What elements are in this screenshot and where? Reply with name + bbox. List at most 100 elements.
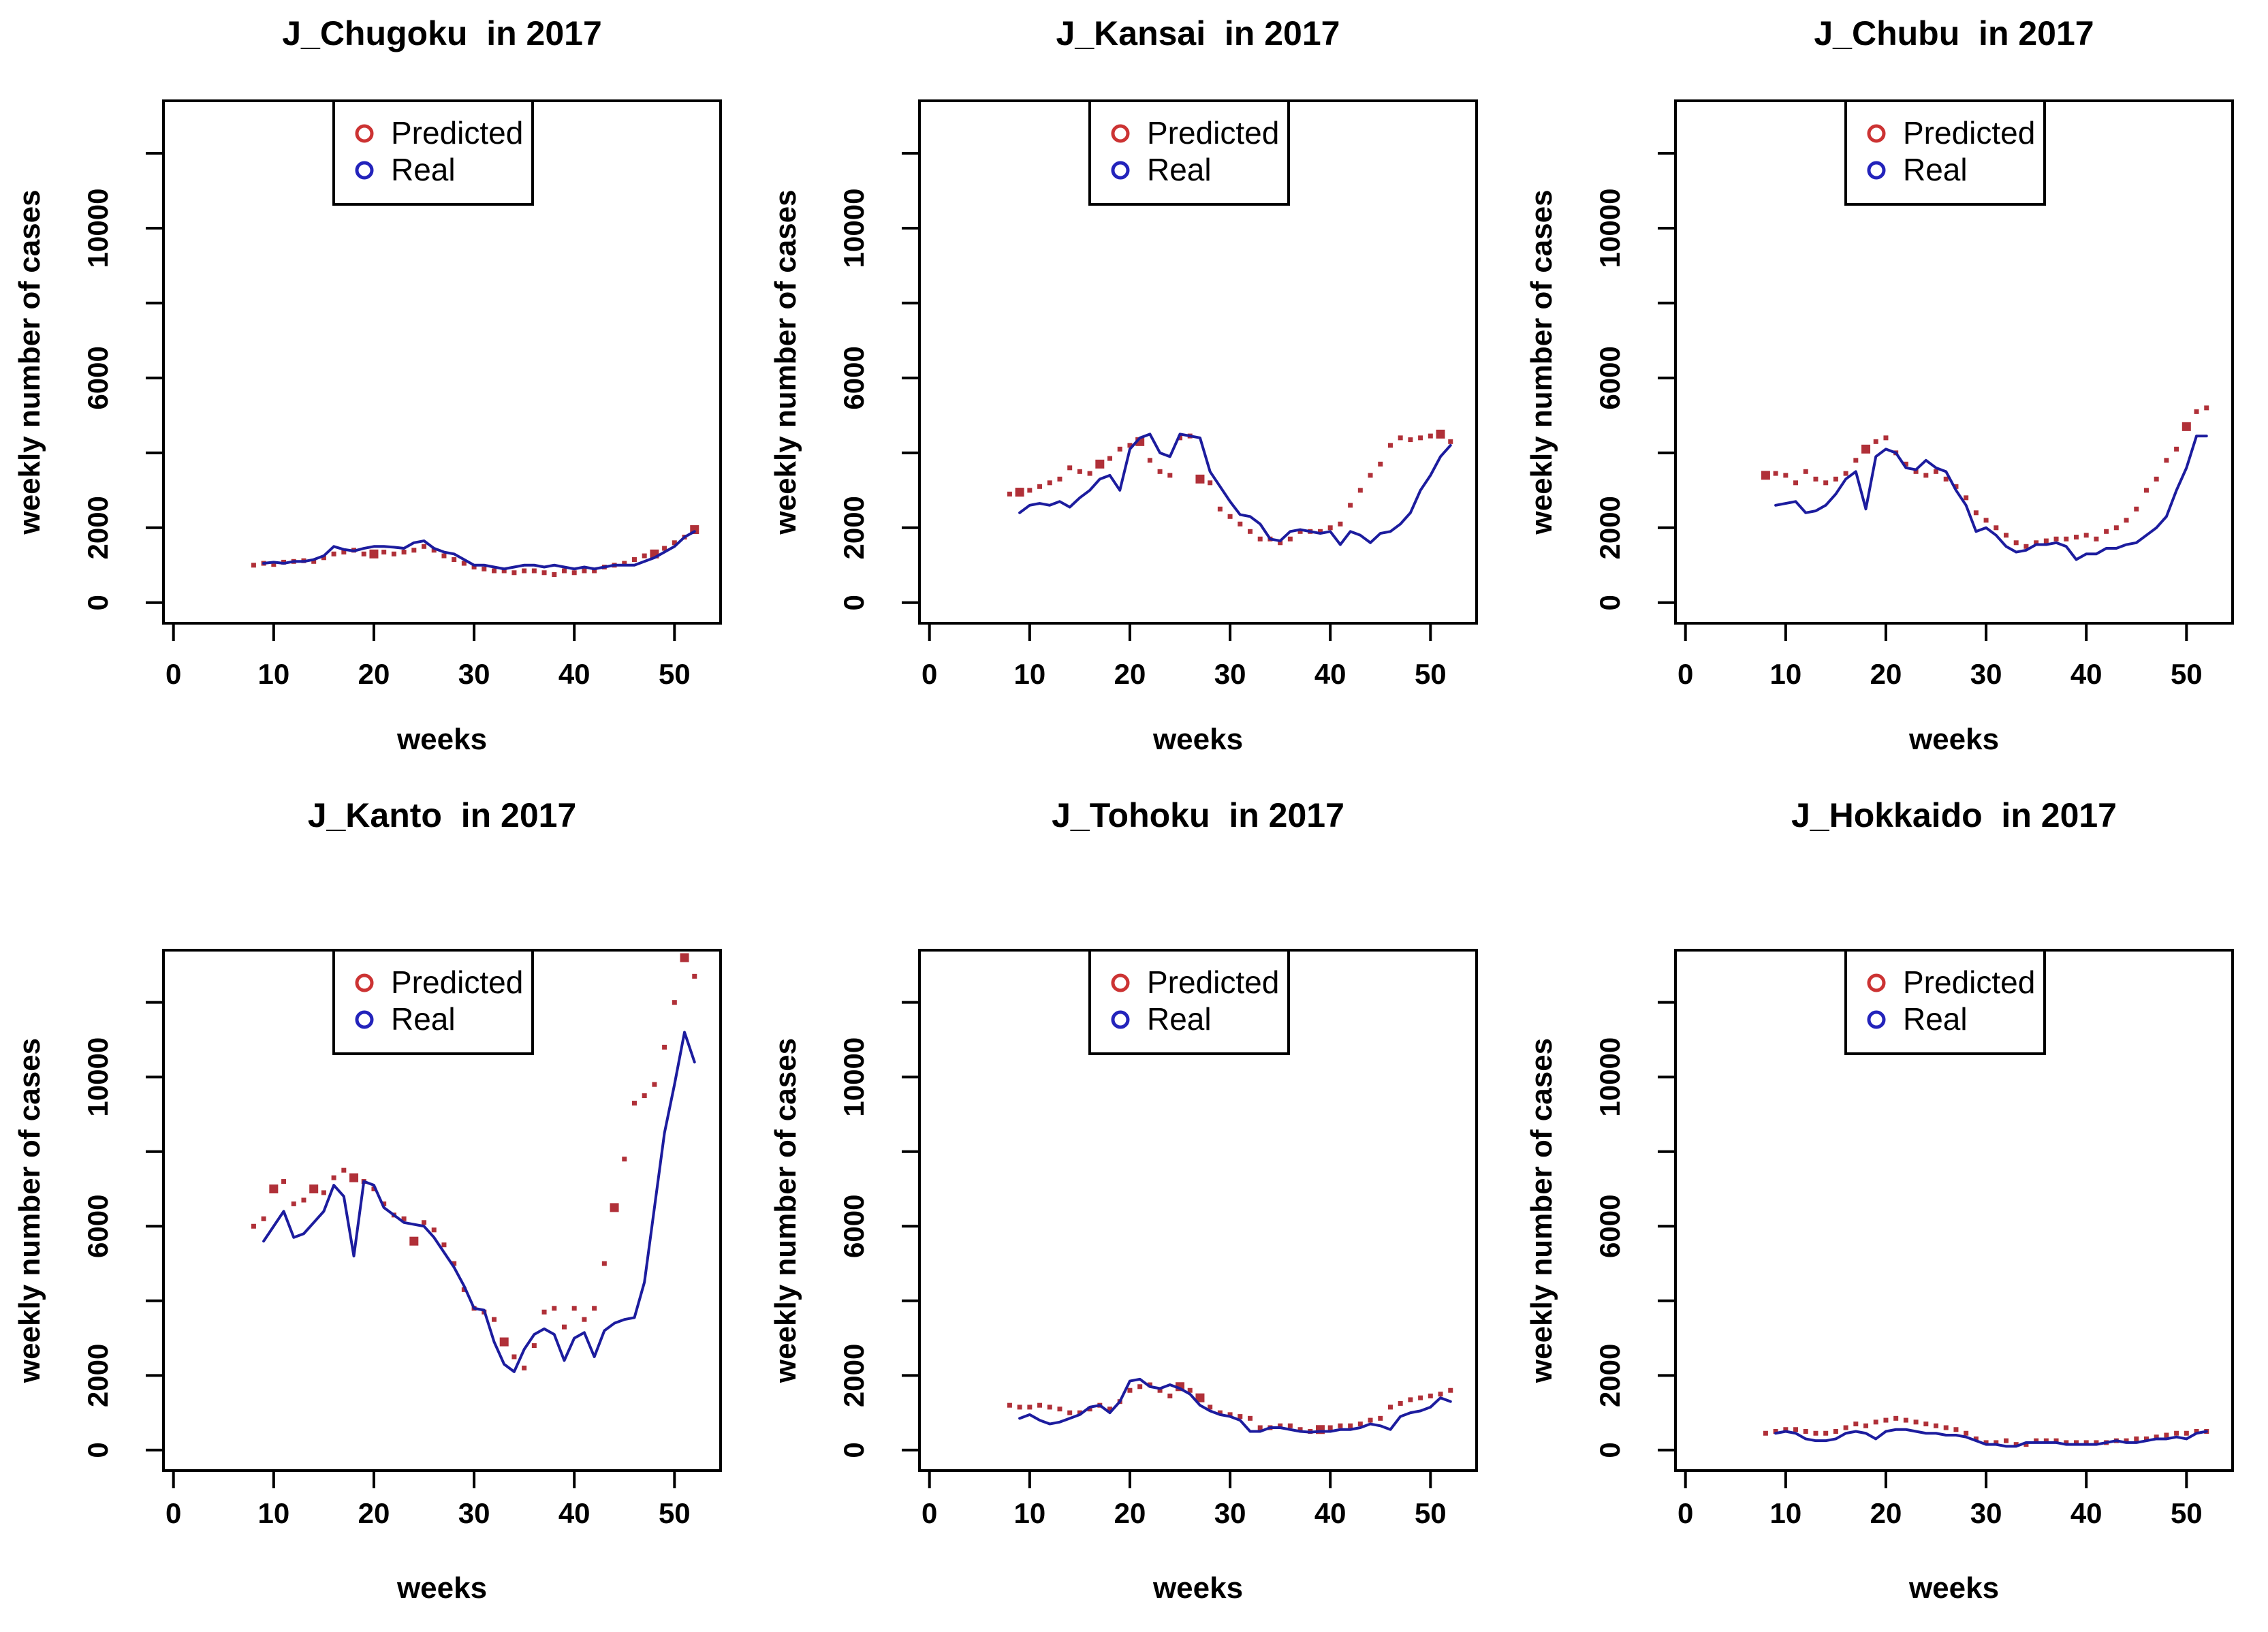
predicted-point (1147, 1382, 1152, 1387)
predicted-point (1027, 1405, 1033, 1410)
predicted-point (1823, 480, 1829, 486)
predicted-point (2194, 1428, 2199, 1434)
predicted-point (1903, 461, 1908, 467)
predicted-point (452, 557, 457, 563)
predicted-point (2023, 544, 2029, 549)
predicted-point (401, 550, 407, 555)
predicted-point (531, 568, 537, 574)
legend-predicted-marker (1111, 973, 1130, 992)
y-tick-label: 10000 (1594, 1037, 1626, 1117)
predicted-point (1953, 1427, 1959, 1432)
x-tick-label: 50 (1415, 658, 1447, 690)
predicted-point (2073, 535, 2079, 540)
predicted-point (1027, 488, 1033, 493)
predicted-point (1448, 1387, 1453, 1393)
predicted-point (561, 1324, 567, 1330)
predicted-point (409, 1236, 419, 1246)
predicted-point (1238, 1414, 1243, 1419)
legend-predicted-label: Predicted (1147, 115, 1279, 151)
x-tick-label: 20 (1870, 1497, 1902, 1529)
predicted-point (1803, 469, 1808, 474)
x-axis-label: weeks (1908, 1571, 1999, 1605)
y-tick-label: 2000 (838, 496, 870, 559)
predicted-point (1783, 1427, 1789, 1432)
predicted-point (1178, 435, 1183, 441)
predicted-point (552, 1306, 557, 1311)
predicted-point (1793, 480, 1799, 486)
predicted-point (2034, 1438, 2039, 1443)
predicted-point (511, 570, 517, 576)
predicted-point (1095, 459, 1105, 469)
predicted-point (1964, 495, 1969, 501)
predicted-point (492, 1317, 497, 1322)
legend-box (1844, 99, 2046, 206)
y-tick-label: 10000 (838, 189, 870, 268)
predicted-point (1448, 439, 1453, 444)
predicted-point (1964, 1430, 1969, 1436)
predicted-point (391, 551, 396, 556)
predicted-point (1217, 1410, 1223, 1415)
y-axis-label: weekly number of cases (13, 189, 46, 535)
chart-j-kanto: J_Kanto in 2017 0 10 20 30 40 50 weeks 0 2000 6000… (13, 796, 722, 1605)
predicted-point (1238, 521, 1243, 527)
predicted-point (2073, 1440, 2079, 1445)
y-tick-label: 10000 (838, 1037, 870, 1117)
predicted-point (1157, 469, 1163, 474)
predicted-point (1953, 484, 1959, 489)
predicted-point (1793, 1427, 1799, 1432)
predicted-point (471, 565, 477, 570)
legend-real-marker (1867, 1010, 1886, 1029)
predicted-point (2004, 1438, 2009, 1443)
x-tick-label: 10 (1013, 658, 1045, 690)
x-tick-label: 40 (2070, 1497, 2102, 1529)
predicted-point (622, 1157, 627, 1162)
legend-real-label: Real (1903, 152, 1968, 187)
x-tick-label: 50 (659, 658, 691, 690)
predicted-point (1883, 435, 1889, 441)
predicted-point (1853, 1422, 1859, 1427)
predicted-point (369, 549, 379, 559)
predicted-point (610, 1203, 619, 1212)
predicted-point (2134, 506, 2139, 512)
predicted-point (1763, 1430, 1768, 1436)
predicted-point (381, 550, 387, 555)
x-tick-label: 40 (1314, 658, 1346, 690)
predicted-point (1087, 1407, 1092, 1412)
predicted-point (251, 1223, 256, 1229)
predicted-point (1843, 471, 1848, 476)
x-tick-label: 0 (922, 1497, 937, 1529)
predicted-point (1418, 435, 1423, 441)
predicted-point (1057, 1407, 1062, 1412)
predicted-point (552, 572, 557, 578)
x-axis-label: weeks (396, 723, 487, 756)
predicted-point (1368, 473, 1373, 478)
predicted-point (680, 953, 689, 962)
predicted-point (1057, 476, 1062, 482)
predicted-point (1327, 525, 1333, 531)
legend-real-label: Real (391, 152, 456, 187)
legend-real-label: Real (1147, 152, 1212, 187)
predicted-point (1913, 1419, 1919, 1425)
real-line (1018, 433, 1452, 546)
predicted-point (1823, 1430, 1829, 1436)
predicted-point (341, 1167, 347, 1173)
predicted-point (349, 1173, 359, 1182)
predicted-point (642, 553, 647, 559)
predicted-point (1257, 536, 1263, 542)
predicted-point (2083, 533, 2089, 538)
predicted-point (309, 1184, 319, 1194)
predicted-point (2083, 1440, 2089, 1445)
predicted-point (642, 1093, 647, 1099)
y-axis-label: weekly number of cases (1525, 189, 1558, 535)
predicted-point (1227, 514, 1233, 519)
real-line (262, 530, 696, 571)
predicted-point (1438, 1392, 1443, 1397)
predicted-point (2143, 488, 2149, 493)
predicted-point (592, 568, 597, 574)
x-tick-label: 30 (1214, 1497, 1246, 1529)
y-tick-label: 0 (838, 1442, 870, 1458)
y-tick-label: 10000 (82, 189, 114, 268)
predicted-point (1378, 1415, 1383, 1421)
chart-title: J_Chubu in 2017 (1814, 14, 2094, 52)
predicted-point (2154, 1434, 2159, 1440)
